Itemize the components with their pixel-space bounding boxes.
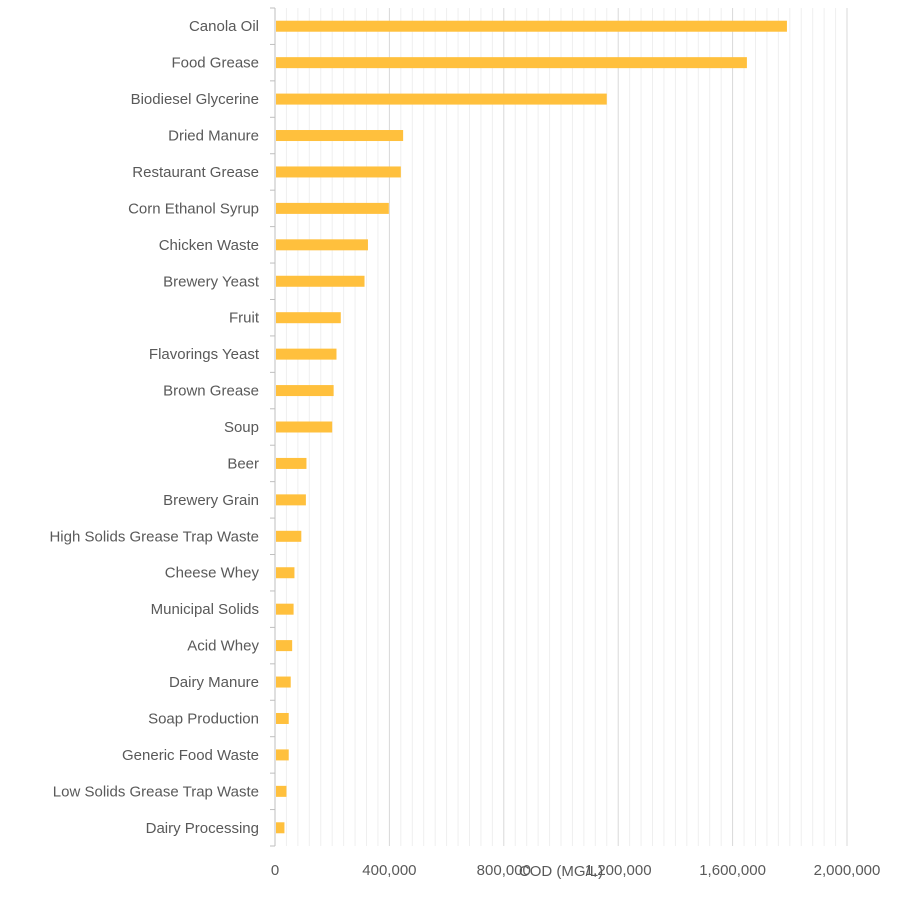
bar	[276, 312, 341, 324]
category-label: Brewery Grain	[163, 492, 259, 509]
x-tick-label: 2,000,000	[814, 862, 881, 879]
bar	[276, 166, 401, 178]
bar	[276, 494, 306, 506]
bar	[276, 457, 307, 469]
category-label: Generic Food Waste	[122, 747, 259, 764]
category-label: Corn Ethanol Syrup	[128, 200, 259, 217]
x-tick-label: 400,000	[362, 862, 416, 879]
bar	[276, 93, 607, 105]
x-tick-label: 1,200,000	[585, 862, 652, 879]
bar	[276, 676, 291, 688]
category-label: Cheese Whey	[165, 565, 260, 582]
category-label: Low Solids Grease Trap Waste	[53, 783, 259, 800]
category-labels: Canola Oil Food Grease Biodiesel Glycerine…	[49, 18, 259, 837]
category-label: Food Grease	[171, 55, 259, 72]
x-tick-labels: 0 400,000 800,000 1,200,000 1,600,000 2,000,0…	[271, 862, 881, 879]
bar	[276, 348, 337, 360]
bar	[276, 822, 285, 834]
bar	[276, 785, 287, 797]
bars	[276, 20, 787, 834]
category-label: Flavorings Yeast	[149, 346, 260, 363]
category-label: Dairy Processing	[146, 820, 259, 837]
bar	[276, 712, 289, 724]
category-label: Municipal Solids	[151, 601, 259, 618]
bar	[276, 640, 293, 652]
bar	[276, 130, 404, 142]
category-label: Soup	[224, 419, 259, 436]
category-label: High Solids Grease Trap Waste	[49, 528, 259, 545]
bar	[276, 603, 294, 615]
category-label: Dried Manure	[168, 128, 259, 145]
bar	[276, 57, 747, 69]
bar	[276, 530, 302, 542]
category-label: Brewery Yeast	[163, 273, 260, 290]
category-label: Biodiesel Glycerine	[131, 91, 259, 108]
bar	[276, 749, 289, 761]
category-label: Beer	[227, 455, 259, 472]
category-label: Chicken Waste	[159, 237, 259, 254]
category-label: Dairy Manure	[169, 674, 259, 691]
x-tick-label: 0	[271, 862, 279, 879]
category-label: Canola Oil	[189, 18, 259, 35]
x-tick-label: 800,000	[477, 862, 531, 879]
bar	[276, 239, 368, 251]
category-label: Acid Whey	[187, 638, 259, 655]
gridlines	[285, 8, 848, 846]
axes	[270, 7, 276, 847]
category-label: Restaurant Grease	[132, 164, 259, 181]
category-label: Soap Production	[148, 710, 259, 727]
bar	[276, 20, 787, 32]
x-tick-label: 1,600,000	[699, 862, 766, 879]
bar	[276, 385, 334, 397]
bar	[276, 421, 333, 433]
category-label: Fruit	[229, 310, 260, 327]
bar	[276, 275, 365, 287]
bar	[276, 567, 295, 579]
category-label: Brown Grease	[163, 383, 259, 400]
x-axis-title: COD (MG/L)	[519, 863, 603, 880]
bar	[276, 202, 389, 214]
